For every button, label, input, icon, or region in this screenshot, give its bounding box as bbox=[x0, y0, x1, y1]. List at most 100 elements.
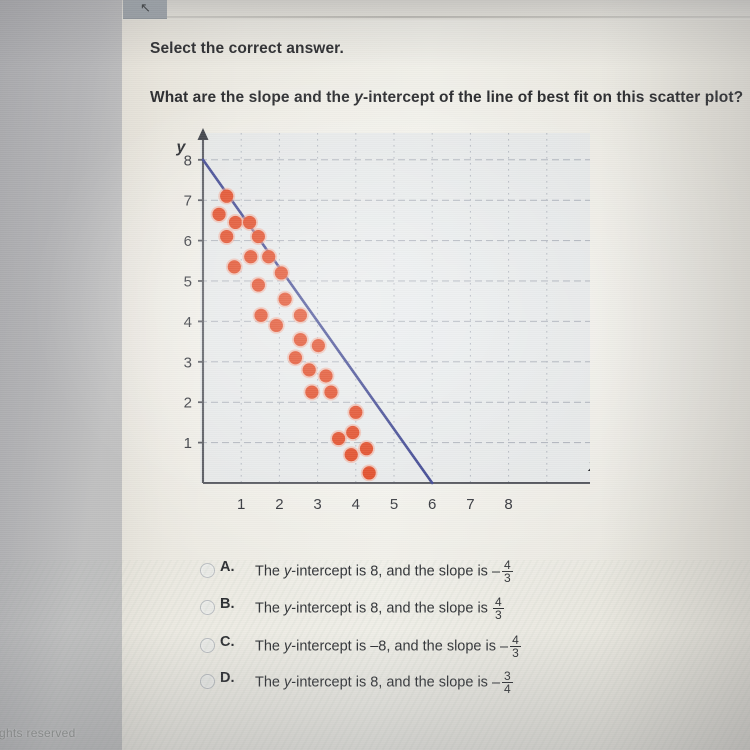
radio-button-d[interactable] bbox=[200, 674, 215, 689]
scatter-point bbox=[243, 215, 257, 230]
scatter-point bbox=[346, 425, 360, 440]
scatter-plot: 1234567812345678xy bbox=[150, 120, 590, 520]
fraction-denominator: 3 bbox=[512, 646, 519, 661]
svg-text:6: 6 bbox=[184, 233, 192, 250]
axis-name-labels: xy bbox=[176, 139, 590, 475]
svg-text:y: y bbox=[176, 139, 187, 156]
scatter-point bbox=[302, 363, 316, 377]
svg-text:1: 1 bbox=[237, 496, 245, 513]
svg-text:8: 8 bbox=[184, 152, 192, 169]
svg-text:4: 4 bbox=[184, 314, 192, 331]
scatter-point bbox=[254, 308, 268, 322]
svg-text:2: 2 bbox=[275, 496, 283, 513]
scatter-point bbox=[362, 466, 376, 480]
fraction-numerator: 3 bbox=[502, 669, 513, 684]
browser-tab[interactable]: ↖ bbox=[123, 0, 167, 19]
option-text-mid: -intercept is 8, and the slope is bbox=[291, 674, 492, 691]
fraction-denominator: 4 bbox=[504, 682, 511, 697]
axes bbox=[201, 138, 590, 485]
scatter-point bbox=[212, 207, 226, 221]
option-slope-sign: – bbox=[491, 674, 501, 691]
option-text-mid: -intercept is 8, and the slope is bbox=[291, 563, 492, 580]
svg-text:3: 3 bbox=[313, 496, 321, 513]
line-of-best-fit bbox=[201, 158, 434, 485]
scatter-point bbox=[274, 266, 288, 280]
fraction-denominator: 3 bbox=[494, 608, 502, 623]
instruction-text: Select the correct answer. bbox=[150, 40, 344, 57]
option-text-mid: -intercept is –8, and the slope is bbox=[291, 638, 501, 655]
option-text: The y-intercept is 8, and the slope is –… bbox=[255, 670, 514, 695]
scatter-point bbox=[344, 448, 358, 462]
option-text-prefix: The bbox=[255, 600, 285, 617]
option-variable: y bbox=[284, 674, 292, 691]
tab-underline bbox=[167, 16, 750, 18]
option-letter: D. bbox=[220, 670, 235, 686]
scatter-point bbox=[288, 351, 303, 365]
fraction-numerator: 4 bbox=[502, 558, 513, 573]
svg-text:8: 8 bbox=[504, 496, 512, 513]
svg-text:5: 5 bbox=[184, 274, 192, 291]
fraction-denominator: 3 bbox=[504, 571, 511, 586]
axis-ticks bbox=[198, 158, 204, 444]
option-slope-sign: – bbox=[500, 638, 509, 655]
fraction-numerator: 4 bbox=[510, 633, 521, 648]
scatter-point bbox=[278, 292, 292, 306]
question-variable: y bbox=[354, 89, 363, 106]
option-text: The y-intercept is 8, and the slope is –… bbox=[255, 559, 514, 584]
tab-arrow-icon: ↖ bbox=[140, 0, 151, 15]
scatter-point bbox=[251, 278, 265, 292]
scatter-plot-svg: 1234567812345678xy bbox=[176, 128, 590, 513]
option-letter: C. bbox=[220, 634, 235, 650]
option-text-mid: -intercept is 8, and the slope is bbox=[291, 600, 492, 617]
scatter-point bbox=[227, 260, 241, 274]
scatter-point bbox=[311, 339, 325, 353]
svg-text:3: 3 bbox=[184, 354, 192, 371]
option-letter: A. bbox=[220, 559, 235, 575]
option-text-prefix: The bbox=[255, 674, 285, 691]
svg-text:7: 7 bbox=[184, 193, 192, 210]
scatter-point bbox=[349, 405, 363, 419]
page-top-edge bbox=[122, 0, 750, 20]
scatter-point bbox=[293, 308, 308, 322]
option-text: The y-intercept is 8, and the slope is 4… bbox=[255, 596, 505, 621]
grid-lines bbox=[200, 133, 590, 483]
left-gray-strip bbox=[0, 0, 124, 750]
fraction-numerator: 4 bbox=[492, 595, 504, 610]
scatter-point bbox=[262, 250, 276, 264]
option-text-prefix: The bbox=[255, 563, 285, 580]
scatter-point bbox=[269, 318, 283, 333]
scatter-points bbox=[210, 187, 378, 482]
option-variable: y bbox=[284, 563, 292, 580]
option-slope-sign: – bbox=[491, 563, 501, 580]
axis-tick-labels: 1 2 3 4 5 6 7 8 1 2 3 4 5 6 7 8 bbox=[184, 152, 513, 513]
scatter-point bbox=[359, 442, 374, 456]
radio-button-c[interactable] bbox=[200, 638, 215, 653]
scatter-point bbox=[220, 229, 234, 244]
svg-text:4: 4 bbox=[352, 496, 360, 513]
option-variable: y bbox=[284, 600, 292, 617]
scatter-point bbox=[332, 431, 346, 446]
question-suffix: -intercept of the line of best fit on th… bbox=[362, 89, 744, 106]
scatter-point bbox=[293, 332, 308, 347]
axis-arrowheads bbox=[197, 128, 209, 140]
svg-text:1: 1 bbox=[184, 435, 192, 452]
scatter-point bbox=[305, 385, 319, 399]
question-prefix: What are the slope and the bbox=[150, 89, 355, 106]
scatter-point bbox=[220, 189, 234, 203]
footer-copyright: ights reserved bbox=[0, 726, 76, 740]
scatter-point bbox=[319, 369, 333, 383]
scatter-point bbox=[251, 229, 265, 244]
radio-button-a[interactable] bbox=[200, 563, 215, 578]
option-text-prefix: The bbox=[255, 638, 285, 655]
radio-button-b[interactable] bbox=[200, 600, 215, 615]
option-variable: y bbox=[284, 638, 292, 655]
option-text: The y-intercept is –8, and the slope is … bbox=[255, 634, 522, 659]
question-text: What are the slope and the y-intercept o… bbox=[150, 89, 743, 107]
svg-text:x: x bbox=[588, 458, 590, 475]
svg-text:5: 5 bbox=[390, 496, 398, 513]
